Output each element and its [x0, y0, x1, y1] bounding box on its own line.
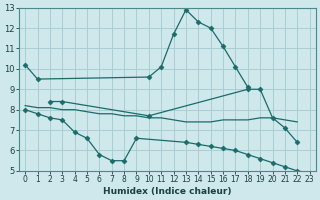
X-axis label: Humidex (Indice chaleur): Humidex (Indice chaleur) — [103, 187, 232, 196]
